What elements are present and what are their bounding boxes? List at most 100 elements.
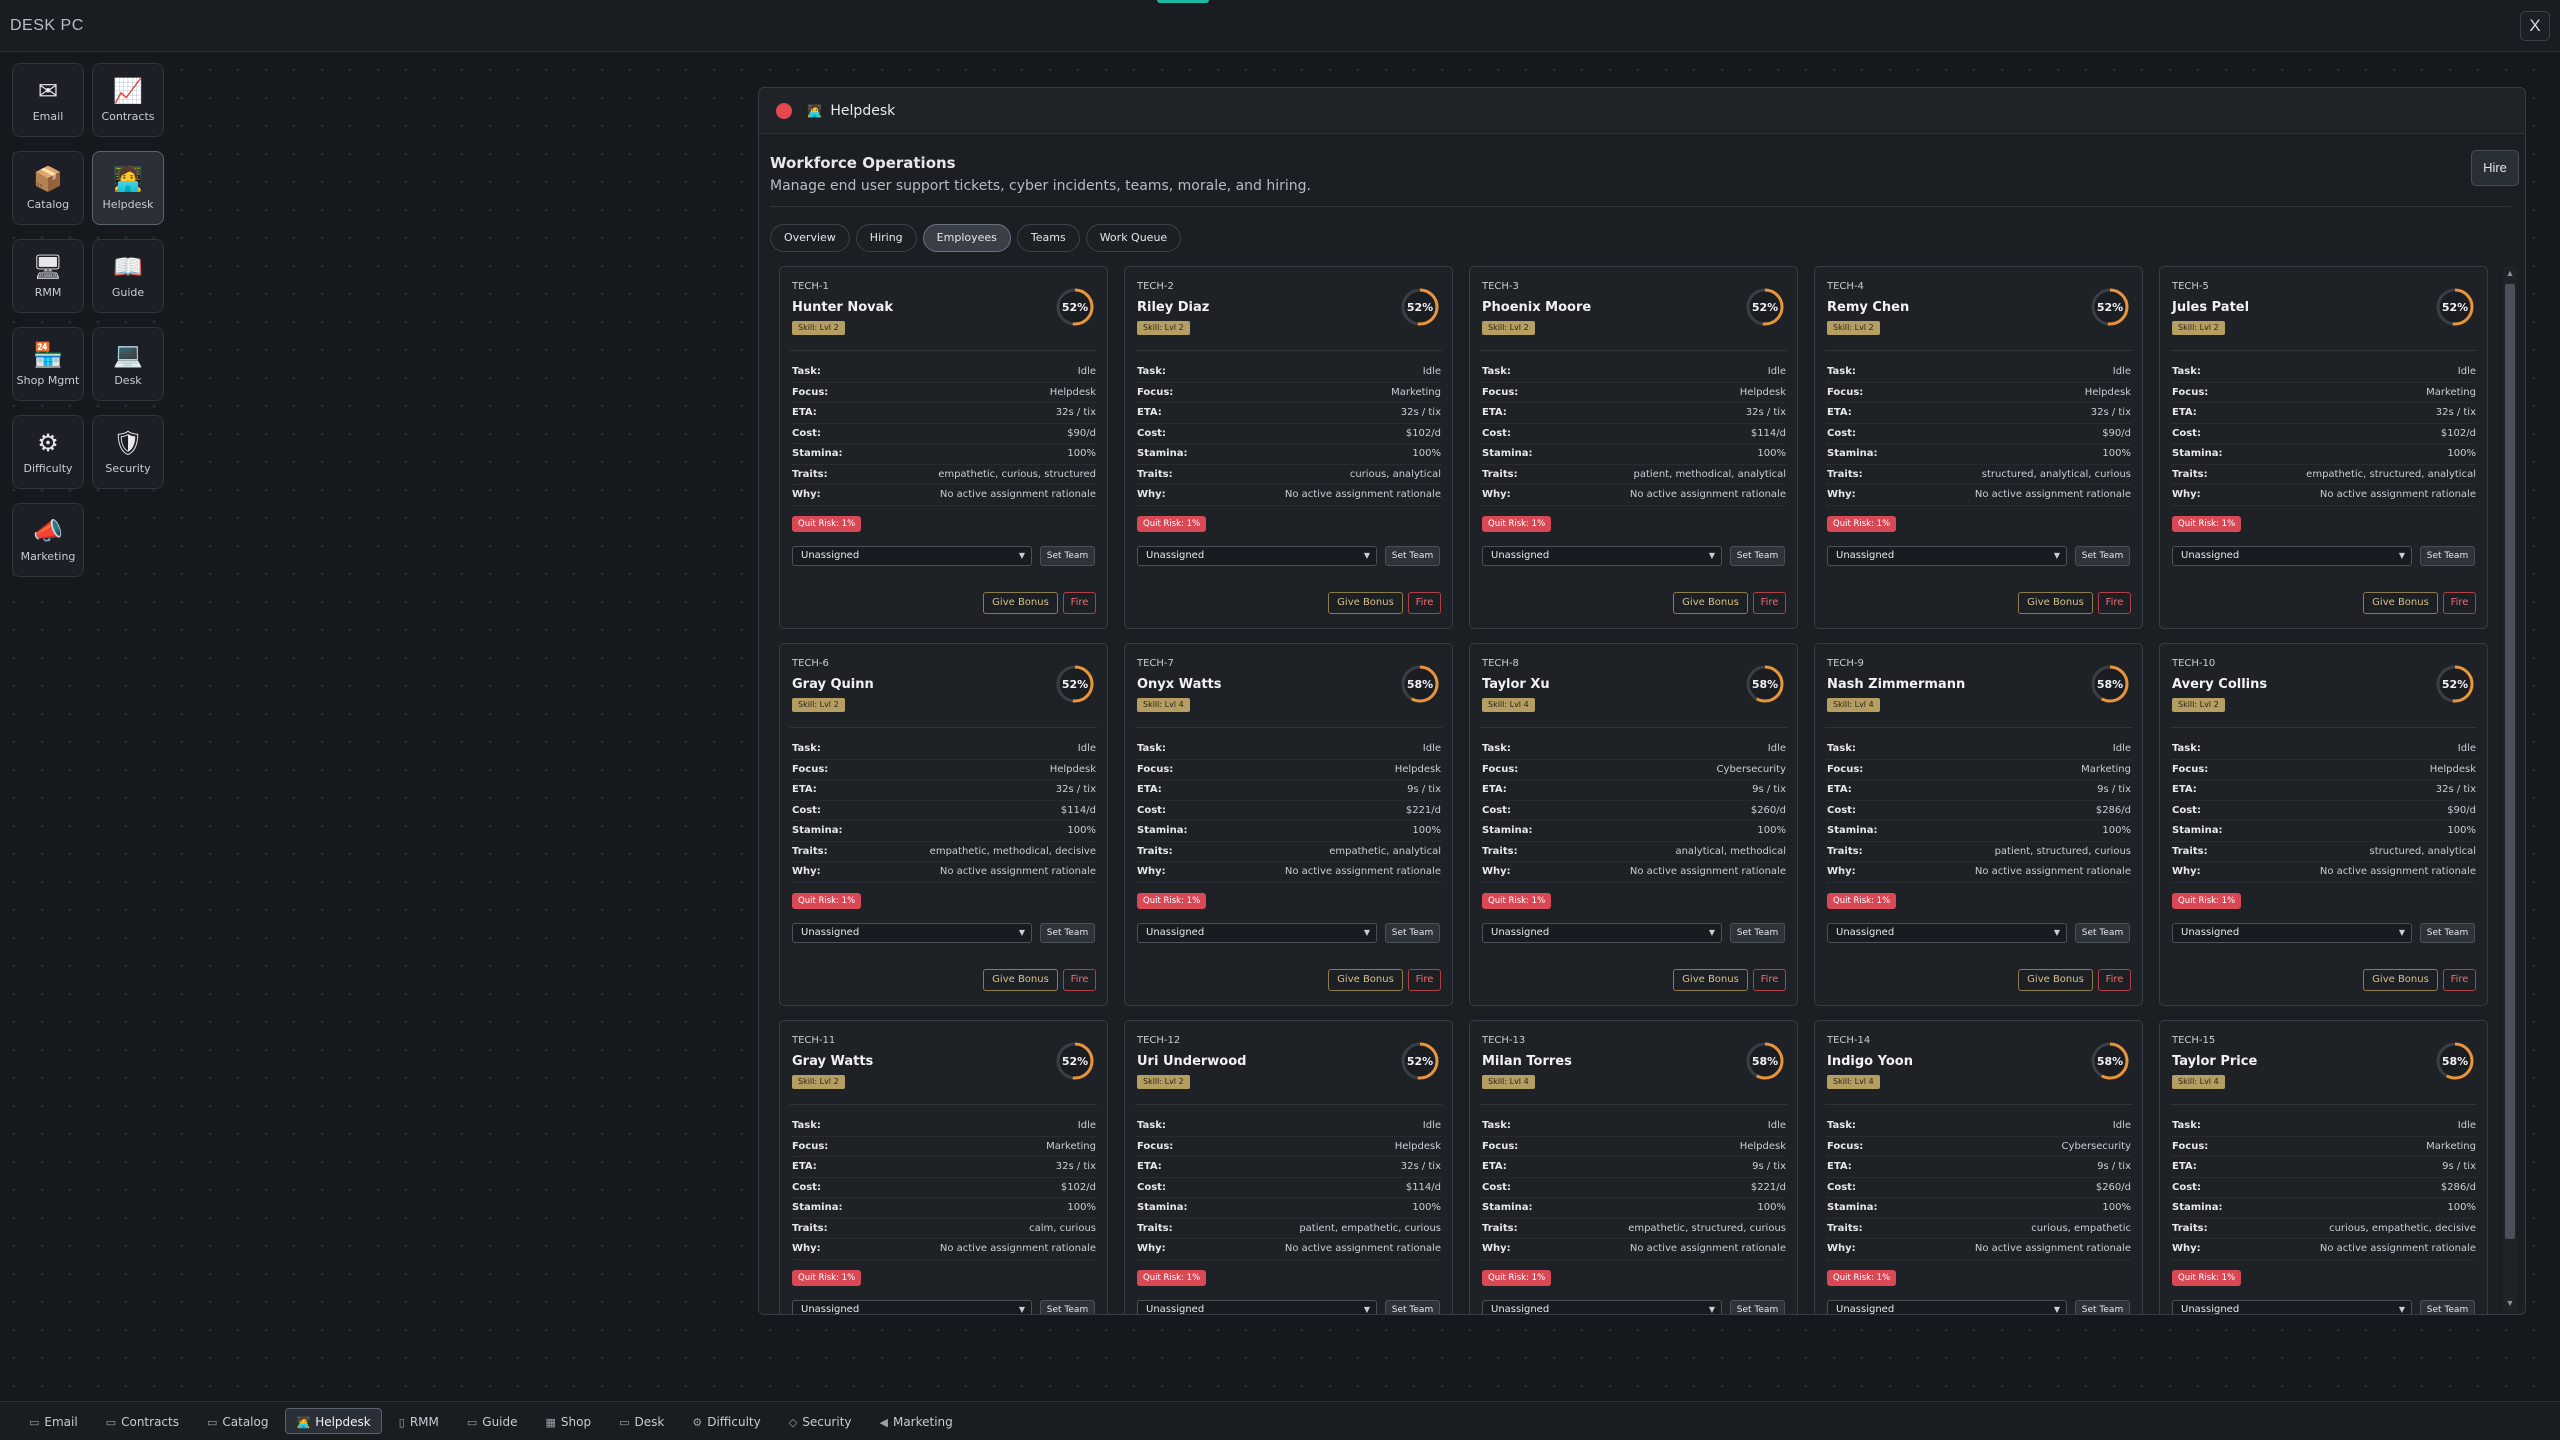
- give-bonus-button[interactable]: Give Bonus: [1328, 592, 1403, 614]
- taskbar-item-helpdesk[interactable]: 🧑‍💻 Helpdesk: [285, 1408, 382, 1434]
- window-close-dot[interactable]: [776, 103, 792, 119]
- fire-button[interactable]: Fire: [1063, 969, 1096, 991]
- give-bonus-button[interactable]: Give Bonus: [1673, 969, 1748, 991]
- desktop-icon-helpdesk[interactable]: 🧑‍💻 Helpdesk: [92, 151, 164, 225]
- team-select[interactable]: Unassigned ▼: [2172, 1300, 2412, 1314]
- set-team-button[interactable]: Set Team: [1040, 546, 1095, 566]
- close-button[interactable]: X: [2520, 11, 2550, 41]
- fire-button[interactable]: Fire: [2443, 969, 2476, 991]
- stat-row-cost: Cost: $221/d: [1137, 801, 1441, 821]
- team-select[interactable]: Unassigned ▼: [792, 1300, 1032, 1314]
- stat-row-eta: ETA: 32s / tix: [1137, 1157, 1441, 1178]
- set-team-button[interactable]: Set Team: [1385, 923, 1440, 943]
- taskbar-item-security[interactable]: ◇ Security: [778, 1408, 863, 1434]
- team-select[interactable]: Unassigned ▼: [1482, 546, 1722, 566]
- desktop-icon-contracts[interactable]: 📈 Contracts: [92, 63, 164, 137]
- taskbar-item-marketing[interactable]: ◀ Marketing: [869, 1408, 964, 1434]
- give-bonus-button[interactable]: Give Bonus: [2018, 969, 2093, 991]
- set-team-button[interactable]: Set Team: [2075, 546, 2130, 566]
- fire-button[interactable]: Fire: [1753, 969, 1786, 991]
- team-select[interactable]: Unassigned ▼: [2172, 546, 2412, 566]
- desktop-icon-catalog[interactable]: 📦 Catalog: [12, 151, 84, 225]
- team-select[interactable]: Unassigned ▼: [1137, 923, 1377, 943]
- stat-value: $221/d: [1405, 804, 1441, 816]
- taskbar-item-difficulty[interactable]: ⚙ Difficulty: [681, 1408, 771, 1434]
- give-bonus-button[interactable]: Give Bonus: [2363, 969, 2438, 991]
- hire-button[interactable]: Hire: [2471, 150, 2519, 186]
- stat-label: ETA:: [792, 1161, 817, 1173]
- set-team-button[interactable]: Set Team: [2420, 1300, 2475, 1314]
- top-bar: DESK PC X: [0, 0, 2560, 52]
- stat-row-stamina: Stamina: 100%: [1137, 821, 1441, 842]
- team-select[interactable]: Unassigned ▼: [1827, 923, 2067, 943]
- desktop-icon-marketing[interactable]: 📣 Marketing: [12, 503, 84, 577]
- team-select[interactable]: Unassigned ▼: [2172, 923, 2412, 943]
- set-team-button[interactable]: Set Team: [1730, 546, 1785, 566]
- give-bonus-button[interactable]: Give Bonus: [983, 969, 1058, 991]
- set-team-button[interactable]: Set Team: [1730, 923, 1785, 943]
- tab-work-queue[interactable]: Work Queue: [1085, 224, 1182, 252]
- taskbar-item-catalog[interactable]: ▭ Catalog: [196, 1408, 280, 1434]
- give-bonus-button[interactable]: Give Bonus: [983, 592, 1058, 614]
- taskbar-item-shop[interactable]: ▦ Shop: [535, 1408, 603, 1434]
- stat-value: 100%: [2447, 1202, 2476, 1214]
- tab-overview[interactable]: Overview: [770, 224, 850, 252]
- taskbar-item-contracts[interactable]: ▭ Contracts: [95, 1408, 190, 1434]
- desktop-icon-security[interactable]: 🛡 Security: [92, 415, 164, 489]
- give-bonus-button[interactable]: Give Bonus: [1328, 969, 1403, 991]
- set-team-button[interactable]: Set Team: [1730, 1300, 1785, 1314]
- team-select-value: Unassigned: [1146, 927, 1205, 938]
- stat-label: Focus:: [2172, 1140, 2209, 1152]
- set-team-button[interactable]: Set Team: [1385, 1300, 1440, 1314]
- team-select[interactable]: Unassigned ▼: [792, 546, 1032, 566]
- desktop-icon-guide[interactable]: 📖 Guide: [92, 239, 164, 313]
- divider: [1135, 350, 1442, 351]
- skill-badge: Skill: Lvl 4: [1482, 698, 1535, 712]
- team-select[interactable]: Unassigned ▼: [792, 923, 1032, 943]
- team-select[interactable]: Unassigned ▼: [1137, 546, 1377, 566]
- give-bonus-button[interactable]: Give Bonus: [2363, 592, 2438, 614]
- set-team-button[interactable]: Set Team: [2075, 1300, 2130, 1314]
- desktop-icon-shop-mgmt[interactable]: 🏪 Shop Mgmt: [12, 327, 84, 401]
- scrollbar[interactable]: ▲ ▼: [2503, 266, 2517, 1311]
- set-team-button[interactable]: Set Team: [2420, 546, 2475, 566]
- team-select[interactable]: Unassigned ▼: [1482, 1300, 1722, 1314]
- scroll-down-icon[interactable]: ▼: [2505, 1298, 2515, 1308]
- set-team-button[interactable]: Set Team: [1385, 546, 1440, 566]
- tab-teams[interactable]: Teams: [1016, 224, 1080, 252]
- set-team-button[interactable]: Set Team: [1040, 1300, 1095, 1314]
- divider: [2170, 1104, 2477, 1105]
- tab-employees[interactable]: Employees: [922, 224, 1011, 252]
- team-select[interactable]: Unassigned ▼: [1482, 923, 1722, 943]
- stat-row-why: Why: No active assignment rationale: [1482, 485, 1786, 506]
- fire-button[interactable]: Fire: [1408, 969, 1441, 991]
- fire-button[interactable]: Fire: [1063, 592, 1096, 614]
- desktop-icon-email[interactable]: ✉ Email: [12, 63, 84, 137]
- set-team-button[interactable]: Set Team: [2420, 923, 2475, 943]
- team-select[interactable]: Unassigned ▼: [1827, 1300, 2067, 1314]
- team-select[interactable]: Unassigned ▼: [1827, 546, 2067, 566]
- set-team-button[interactable]: Set Team: [2075, 923, 2130, 943]
- desktop-icon-rmm[interactable]: 🖥 RMM: [12, 239, 84, 313]
- taskbar-item-guide[interactable]: ▭ Guide: [456, 1408, 529, 1434]
- give-bonus-button[interactable]: Give Bonus: [2018, 592, 2093, 614]
- team-select[interactable]: Unassigned ▼: [1137, 1300, 1377, 1314]
- give-bonus-button[interactable]: Give Bonus: [1673, 592, 1748, 614]
- fire-button[interactable]: Fire: [1408, 592, 1441, 614]
- stat-value: $102/d: [1405, 427, 1441, 439]
- taskbar-item-email[interactable]: ▭ Email: [18, 1408, 89, 1434]
- desktop-icon-difficulty[interactable]: ⚙ Difficulty: [12, 415, 84, 489]
- scrollbar-thumb[interactable]: [2505, 284, 2515, 1239]
- desktop-icon-desk[interactable]: 💻 Desk: [92, 327, 164, 401]
- fire-button[interactable]: Fire: [1753, 592, 1786, 614]
- window-titlebar[interactable]: 🧑‍💻 Helpdesk: [759, 88, 2525, 134]
- set-team-button[interactable]: Set Team: [1040, 923, 1095, 943]
- scroll-up-icon[interactable]: ▲: [2505, 268, 2515, 278]
- taskbar-item-desk[interactable]: ▭ Desk: [608, 1408, 675, 1434]
- desktop-icon-label: Difficulty: [23, 461, 73, 475]
- fire-button[interactable]: Fire: [2098, 592, 2131, 614]
- fire-button[interactable]: Fire: [2098, 969, 2131, 991]
- fire-button[interactable]: Fire: [2443, 592, 2476, 614]
- taskbar-item-rmm[interactable]: ▯ RMM: [388, 1408, 450, 1434]
- tab-hiring[interactable]: Hiring: [855, 224, 917, 252]
